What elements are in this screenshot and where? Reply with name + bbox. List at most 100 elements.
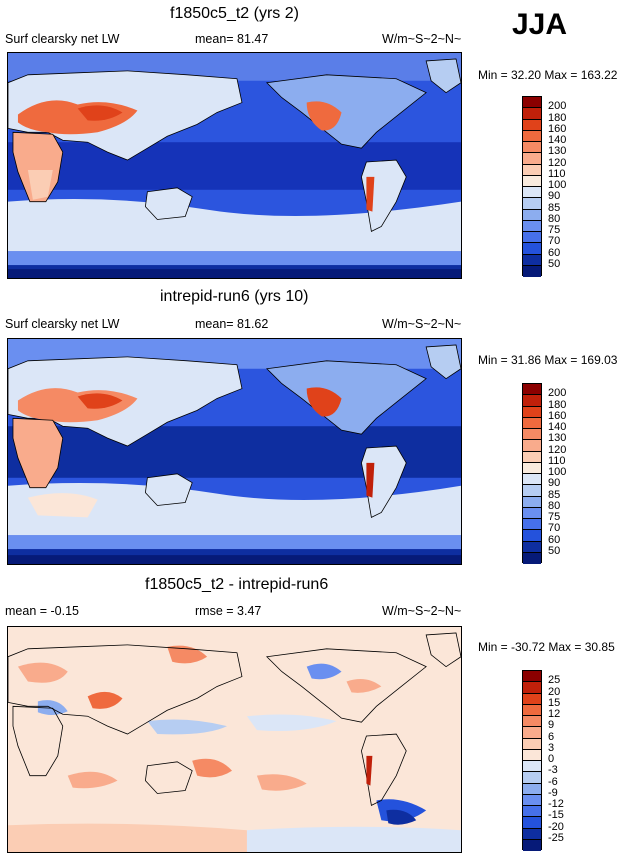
- tibet-hotspot: [77, 105, 123, 121]
- na-west-hotspot: [306, 101, 342, 131]
- colorbar-label: 50: [548, 257, 561, 270]
- colorbar-label: 120: [548, 156, 567, 169]
- colorbar-swatch: [523, 164, 541, 176]
- colorbar-swatch: [523, 254, 541, 266]
- minmax-label: Min = -30.72 Max = 30.85: [478, 640, 615, 654]
- north-america: [266, 74, 427, 149]
- colorbar-label: 200: [548, 387, 567, 400]
- colorbar-swatch: [523, 265, 541, 277]
- andes-hotspot: [366, 176, 375, 212]
- colorbar-swatch: [523, 108, 541, 120]
- colorbar-label: 0: [548, 753, 555, 765]
- australia: [144, 187, 193, 220]
- diff-patch: [256, 774, 307, 791]
- colorbar-swatch: [523, 682, 541, 694]
- southern-ocean-band: [8, 251, 461, 266]
- diff-patch: [386, 809, 417, 825]
- diff-patch: [192, 758, 233, 778]
- colorbar-label: 80: [548, 499, 561, 512]
- colorbar-label: 130: [548, 432, 567, 445]
- colorbar-swatch: [523, 671, 541, 683]
- colorbar-swatch: [523, 232, 541, 244]
- variable-label: Surf clearsky net LW: [5, 317, 120, 331]
- antarctica: [8, 555, 461, 564]
- colorbar-swatch: [523, 541, 541, 553]
- colorbar-swatch: [523, 530, 541, 542]
- diff-patch: [167, 645, 208, 664]
- colorbar-label: 200: [548, 100, 567, 113]
- world-map: [7, 338, 462, 565]
- colorbar-label: -9: [548, 786, 558, 799]
- australia: [144, 473, 193, 506]
- colorbar-label: -25: [548, 831, 564, 844]
- panel-title: f1850c5_t2 (yrs 2): [170, 5, 299, 22]
- mean-label: mean= 81.47: [195, 32, 269, 46]
- diff-patch: [67, 771, 118, 789]
- africa: [12, 705, 64, 777]
- diff-patch: [37, 700, 68, 715]
- colorbar-label: 20: [548, 685, 561, 698]
- greenland: [425, 344, 461, 380]
- colorbar-swatch: [523, 220, 541, 232]
- colorbar-label: 12: [548, 708, 561, 720]
- world-map: [7, 626, 462, 853]
- colorbar-swatch: [523, 485, 541, 497]
- colorbar-swatch: [523, 716, 541, 728]
- colorbar-swatch: [523, 429, 541, 441]
- north-america: [266, 360, 427, 435]
- colorbar-swatch: [523, 119, 541, 131]
- colorbar-swatch: [523, 783, 541, 795]
- colorbar-label: -3: [548, 764, 558, 777]
- panel-title: intrepid-run6 (yrs 10): [160, 288, 309, 305]
- colorbar-label: 140: [548, 421, 567, 433]
- colorbar-label: 75: [548, 224, 561, 236]
- colorbar-swatch: [523, 198, 541, 210]
- colorbar-swatch: [523, 839, 541, 851]
- colorbar-label: -15: [548, 809, 564, 822]
- colorbar-label: 180: [548, 398, 567, 411]
- minmax-label: Min = 31.86 Max = 169.03: [478, 353, 617, 367]
- colorbar-swatch: [523, 417, 541, 429]
- colorbar-label: 85: [548, 488, 561, 501]
- colorbar-swatch: [523, 187, 541, 199]
- variable-label: Surf clearsky net LW: [5, 32, 120, 46]
- mean-label: mean= 81.62: [195, 317, 269, 331]
- colorbar-swatch: [523, 806, 541, 818]
- colorbar-swatch: [523, 817, 541, 829]
- diff-patch: [147, 719, 228, 735]
- colorbar-swatch: [523, 507, 541, 519]
- colorbar-swatch: [523, 519, 541, 531]
- north-america: [266, 648, 427, 723]
- colorbar-label: 60: [548, 246, 561, 259]
- colorbar-swatch: [523, 462, 541, 474]
- colorbar-swatch: [523, 406, 541, 418]
- colorbar-swatch: [523, 440, 541, 452]
- diff-patch: [246, 826, 461, 852]
- colorbar-label: 90: [548, 190, 561, 203]
- colorbar-label: -20: [548, 820, 564, 833]
- minmax-label: Min = 32.20 Max = 163.22: [478, 68, 617, 82]
- southern-subtropics: [8, 199, 461, 252]
- colorbar-swatch: [523, 97, 541, 109]
- colorbar-label: 9: [548, 719, 555, 732]
- diff-patch: [87, 691, 123, 709]
- colorbar-label: 75: [548, 511, 561, 523]
- colorbar-swatch: [523, 142, 541, 154]
- colorbar-swatch: [523, 384, 541, 396]
- colorbar-swatch: [523, 175, 541, 187]
- units-label: W/m~S~2~N~: [382, 317, 462, 331]
- colorbar-swatch: [523, 243, 541, 255]
- colorbar-label: 160: [548, 122, 567, 135]
- colorbar-label: 140: [548, 134, 567, 146]
- southern-warm-patches: [27, 493, 98, 518]
- units-label: W/m~S~2~N~: [382, 604, 462, 618]
- antarctica: [8, 269, 461, 278]
- rmse-label: rmse = 3.47: [195, 604, 262, 618]
- eurasia: [8, 644, 243, 735]
- colorbar-label: 110: [548, 167, 566, 180]
- colorbar-label: 100: [548, 466, 567, 478]
- colorbar-swatch: [523, 828, 541, 840]
- colorbar-label: 120: [548, 443, 567, 456]
- colorbar-swatch: [523, 704, 541, 716]
- colorbar: [522, 96, 542, 277]
